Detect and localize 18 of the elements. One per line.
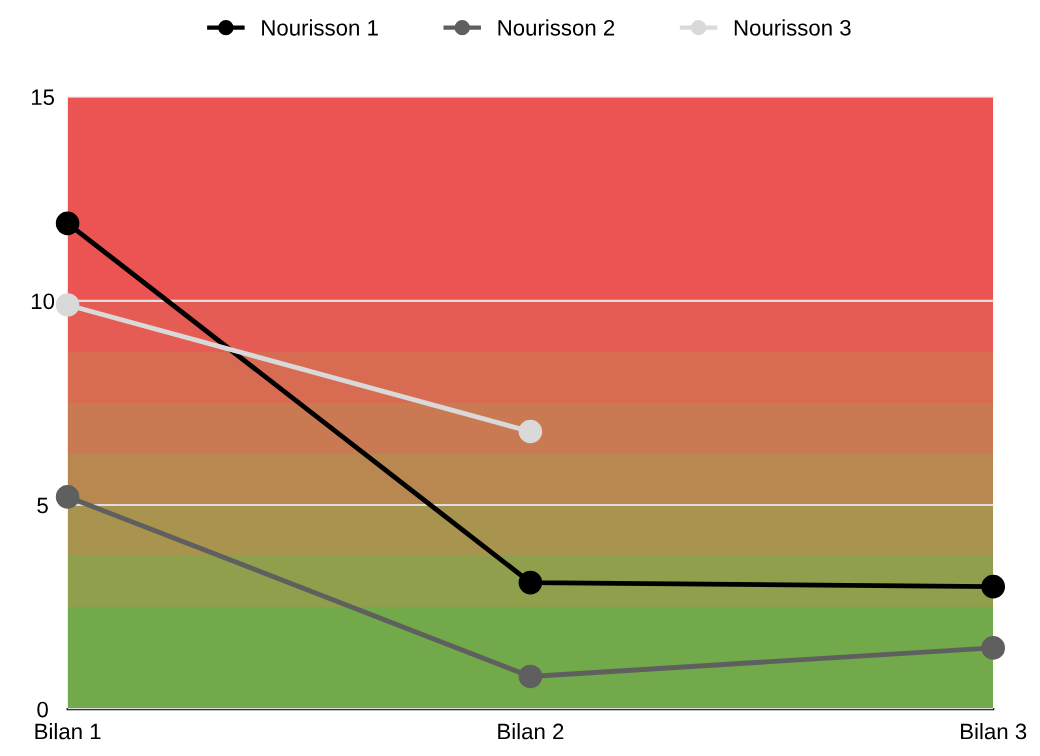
point xyxy=(55,293,80,317)
point xyxy=(981,636,1006,660)
x-tick-label: Bilan 3 xyxy=(961,723,1027,740)
x-tick-label: Bilan 2 xyxy=(498,723,564,740)
point xyxy=(55,211,80,236)
y-tick-label: 15 xyxy=(31,89,55,106)
legend-label: Nourisson 3 xyxy=(734,19,851,36)
point xyxy=(55,485,80,509)
point xyxy=(518,664,543,689)
y-tick-label: 0 xyxy=(37,701,48,718)
point xyxy=(518,570,543,595)
point xyxy=(981,574,1006,599)
point xyxy=(518,419,543,444)
legend-label: Nourisson 2 xyxy=(498,19,615,36)
x-tick-label: Bilan 1 xyxy=(35,723,101,740)
legend-label: Nourisson 1 xyxy=(262,19,378,36)
y-tick-label: 10 xyxy=(31,293,55,310)
y-tick-label: 5 xyxy=(37,497,48,514)
